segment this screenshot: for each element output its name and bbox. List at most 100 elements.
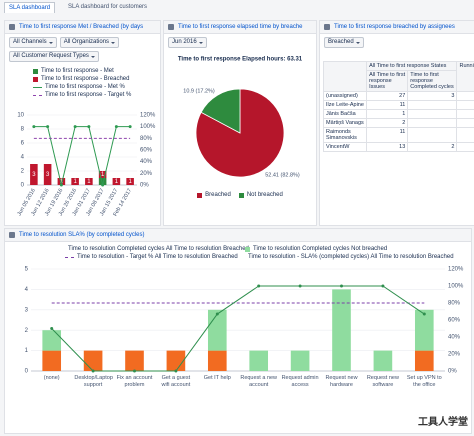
legend-label: Not breached (246, 192, 283, 198)
value-cell: 11 (366, 127, 409, 143)
filter-dropdown[interactable]: Jun 2016 (168, 37, 207, 48)
bar (85, 178, 93, 185)
legend-item: Time to first response - Target % (33, 91, 143, 99)
bar (373, 350, 393, 371)
y2-tick-label: 0% (140, 183, 149, 189)
bar (112, 178, 121, 185)
filters: Breached (324, 37, 471, 48)
y2-tick-label: 60% (448, 318, 461, 324)
legend-swatch (197, 192, 203, 198)
table-row: Ilze Leite-Apine 11 (322, 100, 474, 110)
bar (125, 350, 144, 371)
line-marker (215, 312, 219, 316)
value-cell: 1 (366, 109, 409, 119)
filter-dropdown[interactable]: Breached (324, 37, 364, 48)
table-row: VincentW 13 2 (322, 142, 474, 152)
y-tick-label: 2 (21, 169, 25, 175)
y-tick-label: 2 (25, 328, 29, 334)
y-tick-label: 3 (25, 307, 29, 313)
line-marker (381, 284, 385, 288)
line-marker (32, 125, 36, 129)
y-tick-label: 0 (25, 369, 29, 375)
data-label: 1 (87, 179, 91, 185)
legend-swatch (65, 256, 74, 258)
panel: Time to first response Met / Breached (b… (4, 20, 161, 226)
legend-item: Time to first response - Breached (33, 75, 143, 83)
bar (166, 350, 186, 371)
header-group: Running (456, 61, 474, 92)
y2-tick-label: 40% (140, 159, 153, 165)
legend: Time to resolution Completed cycles All … (65, 245, 454, 261)
filter-dropdown[interactable]: All Customer Request Types (9, 51, 99, 62)
panel-title[interactable]: Time to first response Met / Breached (b… (5, 21, 160, 34)
data-label: 10.9 (17.2%) (183, 88, 215, 94)
bar (332, 289, 351, 371)
line-marker (50, 327, 54, 330)
watermark: 工具人学堂 (418, 417, 468, 428)
legend-swatch (33, 68, 38, 74)
panel-title[interactable]: Time to first response breached by assig… (320, 21, 474, 34)
line-marker (101, 183, 105, 187)
value-cell: 27 (366, 91, 409, 101)
x-tick-label: Request admin access (281, 375, 319, 388)
chart: 0 2 4 6 8 10 0% 20% 40% 60% 80% 100% 120% 3 3 1 1 1 1 1 1 Jun… (5, 63, 160, 225)
bar (98, 178, 107, 185)
y2-tick-label: 100% (140, 124, 156, 130)
legend: Breached Not breached (164, 191, 316, 199)
tab[interactable]: SLA dashboard for customers (68, 4, 148, 10)
legend-item: Not breached (238, 191, 283, 199)
value-cell: 3 (407, 91, 458, 101)
bar (249, 350, 269, 371)
value-cell: 2 (407, 142, 458, 152)
panel: Time to first response breached by assig… (319, 20, 474, 226)
row-header: Ilze Leite-Apine (322, 100, 368, 110)
legend-item: Breached (197, 191, 231, 199)
y2-tick-label: 120% (448, 267, 464, 273)
filters: All Channels All Organizations All Custome… (9, 37, 134, 62)
legend-label: Time to first response - Breached (41, 76, 130, 82)
bar (207, 350, 227, 371)
filter-dropdown[interactable]: All Organizations (59, 37, 120, 48)
line-marker (422, 312, 426, 316)
legend-label: Time to resolution - SLA% (completed cyc… (248, 254, 454, 260)
legend: Time to first response - Met Time to firs… (33, 67, 143, 99)
legend-swatch (33, 94, 42, 96)
x-tick-label: Get IT help (203, 375, 231, 381)
legend-swatch (33, 76, 38, 82)
legend-label: Time to resolution - Target % All Time t… (77, 254, 238, 260)
value-cell (407, 100, 458, 110)
legend-swatch (238, 192, 244, 198)
legend-item: Time to resolution Completed cycles Not … (245, 245, 425, 253)
y2-tick-label: 80% (448, 301, 461, 307)
legend-item: Time to resolution Completed cycles All … (65, 245, 249, 253)
panel-title[interactable]: Time to resolution SLA% (by completed cy… (5, 229, 471, 242)
y2-tick-label: 0% (448, 369, 457, 375)
x-tick-label: Request a new account (240, 375, 278, 388)
table-row: Jānis Bačša 1 (322, 109, 474, 119)
data-label: 1 (115, 179, 119, 185)
y2-tick-label: 20% (140, 171, 153, 177)
chart-plot: 0 1 2 3 4 5 0% 20% 40% 60% 80% 100% 120% (25, 267, 464, 375)
y2-tick-label: 120% (140, 113, 156, 119)
y2-tick-label: 60% (140, 148, 153, 154)
x-tick-label: (none) (43, 375, 60, 381)
row-header: (unassigned) (322, 91, 368, 101)
line-marker (91, 369, 95, 373)
empty-cell (456, 142, 474, 152)
tab[interactable]: SLA dashboard (4, 2, 56, 13)
data-label: 1 (128, 179, 132, 185)
chart-plot: Time to first response Elapsed hours: 63… (178, 57, 303, 179)
value-cell (407, 118, 458, 128)
row-header: Mārtiņš Vanags (322, 118, 368, 128)
y-tick-label: 4 (25, 287, 29, 293)
value-cell: 13 (366, 142, 409, 152)
empty-cell (456, 127, 474, 143)
y-tick-label: 5 (25, 267, 29, 273)
x-tick-label: Request new hardware (325, 375, 358, 388)
filter-dropdown[interactable]: All Channels (9, 37, 57, 48)
bar (414, 309, 434, 351)
panel-title[interactable]: Time to first response elapsed time by b… (164, 21, 316, 34)
bar (414, 350, 434, 371)
row-header: Jānis Bačša (322, 109, 368, 119)
